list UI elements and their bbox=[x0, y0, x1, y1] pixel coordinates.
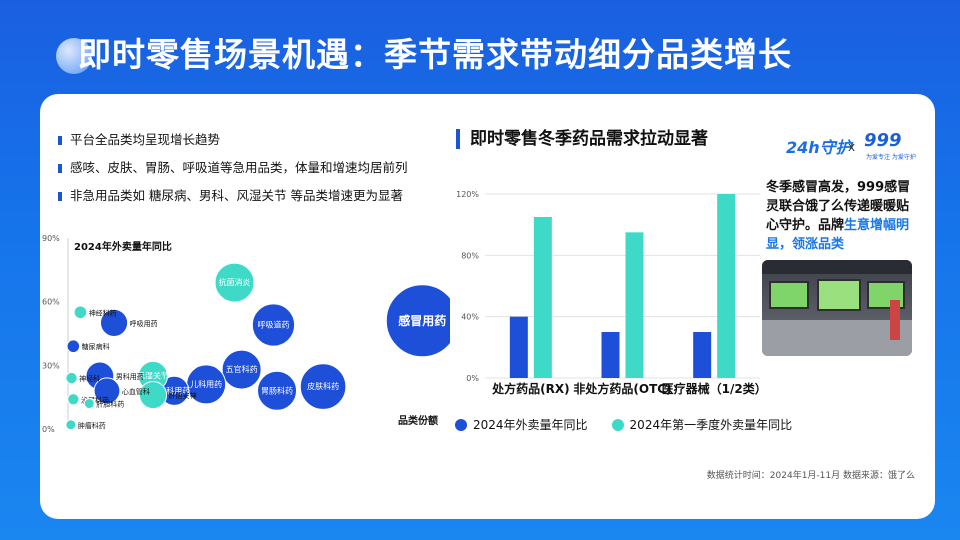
999-slogan: 为爱专注 为爱守护 bbox=[866, 154, 916, 161]
content-card: 平台全品类均呈现增长趋势 感咳、皮肤、胃肠、呼吸道等急用品类，体量和增速均居前列… bbox=[40, 94, 935, 519]
bar bbox=[533, 217, 552, 378]
legend-label: 2024年第一季度外卖量年同比 bbox=[629, 418, 793, 432]
bubble-label: 心血管科 bbox=[122, 387, 150, 396]
bubble-label: 胃肠科药 bbox=[261, 385, 293, 395]
bubble-point bbox=[65, 371, 78, 385]
bubble-point bbox=[251, 303, 296, 347]
eleme-logo: 饿了么 bbox=[46, 492, 104, 514]
data-source-note: 数据统计时间：2024年1月-11月 数据来源：饿了么 bbox=[706, 471, 915, 481]
bubble-point bbox=[73, 305, 88, 320]
bubble-label: 肝胆科药 bbox=[96, 400, 124, 409]
bubble-point bbox=[257, 370, 298, 411]
bubble-label: 男科用药 bbox=[116, 372, 144, 381]
bar-chart-legend: 2024年外卖量年同比 2024年第一季度外卖量年同比 bbox=[455, 416, 792, 433]
brand-logos: 24h守护 x 999 为爱专注 为爱守护 bbox=[782, 128, 922, 164]
bubble-point bbox=[221, 349, 262, 390]
legend-swatch bbox=[611, 418, 624, 431]
bubble-point bbox=[67, 393, 80, 406]
collab-x: x bbox=[848, 140, 856, 154]
side-text-highlight: 生意增幅明显，领涨品类 bbox=[766, 218, 910, 252]
bar-chart-title: 即时零售冬季药品需求拉动显著 bbox=[470, 129, 708, 149]
legend-swatch bbox=[455, 418, 467, 431]
bubble-label: 呼吸道药 bbox=[257, 320, 289, 330]
y-tick-label: 60% bbox=[42, 298, 60, 307]
bubble-label: 抗菌消炎 bbox=[219, 277, 251, 287]
bar bbox=[601, 332, 620, 378]
photo-illustration bbox=[762, 260, 912, 356]
legend-label: 2024年外卖量年同比 bbox=[473, 418, 588, 432]
y-tick-label: 0% bbox=[42, 425, 55, 434]
bubble-point bbox=[99, 308, 129, 337]
bullet-item: 感咳、皮肤、胃肠、呼吸道等急用品类，体量和增速均居前列 bbox=[58, 158, 408, 186]
bubble-point bbox=[299, 363, 347, 410]
24h-logo: 24h守护 bbox=[786, 138, 852, 157]
bullet-item: 非急用品类如 糖尿病、男科、风湿关节 等品类增速更为显著 bbox=[58, 186, 408, 214]
bubble-label: 感冒用药 bbox=[398, 313, 446, 328]
bar bbox=[693, 332, 712, 378]
x-tick-label: 非处方药品(OTC) bbox=[573, 381, 671, 396]
bullet-item: 平台全品类均呈现增长趋势 bbox=[58, 130, 408, 158]
page-title: 即时零售场景机遇：季节需求带动细分品类增长 bbox=[78, 35, 792, 74]
y-tick-label: 0% bbox=[466, 374, 479, 383]
bubble-label: 肿瘤科药 bbox=[78, 421, 106, 430]
bubble-point bbox=[83, 398, 95, 410]
bubble-label: 儿科用药 bbox=[190, 379, 222, 389]
bullet-list: 平台全品类均呈现增长趋势 感咳、皮肤、胃肠、呼吸道等急用品类，体量和增速均居前列… bbox=[58, 130, 408, 214]
y-tick-label: 40% bbox=[461, 313, 479, 322]
y-axis-label: 2024年外卖量年同比 bbox=[74, 240, 172, 253]
bar-chart: 0% 40% 80% 120% 处方药品(RX) 非处方药品(OTC)医疗器械（1/2类） bbox=[456, 190, 765, 396]
report-name: 《2024医药行业即时零售发展趋势报告》 bbox=[647, 495, 910, 511]
bubble-point bbox=[93, 377, 121, 405]
bar bbox=[509, 316, 528, 378]
bubble-point bbox=[65, 419, 77, 431]
x-tick-label: 处方药品(RX) bbox=[491, 381, 569, 396]
999-logo: 999 bbox=[864, 130, 902, 151]
sinohealth-name: Sinohealth bbox=[121, 489, 194, 504]
bubble-label: 神经科药 bbox=[89, 308, 117, 317]
y-tick-label: 30% bbox=[42, 361, 60, 370]
sinohealth-logo: Sinohealth 中康科技 bbox=[121, 491, 194, 513]
bubble-label: 呼吸用药 bbox=[130, 319, 158, 328]
bar bbox=[625, 232, 644, 378]
bubble-point bbox=[66, 339, 81, 354]
y-tick-label: 120% bbox=[456, 190, 479, 199]
bubble-point bbox=[385, 284, 450, 358]
footer-logos: 饿了么 Sinohealth 中康科技 bbox=[46, 488, 194, 515]
bubble-label: 皮肤科药 bbox=[307, 381, 339, 391]
x-axis-label: 品类份额 bbox=[398, 414, 438, 427]
bubble-label: 泌尿科药 bbox=[81, 395, 109, 404]
bubble-label: 风湿关节 bbox=[137, 371, 169, 381]
bubble-label: 肝胆安神 bbox=[169, 391, 197, 400]
y-tick-label: 90% bbox=[42, 234, 60, 243]
x-tick-label: 医疗器械（1/2类） bbox=[662, 381, 765, 396]
legend-item: 2024年外卖量年同比 bbox=[455, 416, 588, 433]
side-text-main: 冬季感冒高发，999感冒灵联合饿了么传递暖暖贴心守护。品牌 bbox=[766, 180, 911, 233]
bubble-point bbox=[138, 380, 168, 410]
subway-ad-photo bbox=[762, 260, 912, 356]
sinohealth-cn: 中康科技 bbox=[135, 502, 172, 513]
bubble-label: 五官科药 bbox=[226, 364, 258, 374]
side-description: 冬季感冒高发，999感冒灵联合饿了么传递暖暖贴心守护。品牌生意增幅明显，领涨品类 bbox=[766, 178, 916, 254]
bubble-label: 妇科用药 bbox=[158, 385, 190, 395]
bubble-label: 糖尿病科 bbox=[82, 342, 110, 351]
bar bbox=[717, 194, 736, 378]
bubble-point bbox=[214, 262, 255, 303]
bar-chart-header: 即时零售冬季药品需求拉动显著 bbox=[456, 128, 708, 150]
bubble-label: 神经科 bbox=[79, 374, 100, 383]
decorative-moon bbox=[56, 38, 92, 74]
y-tick-label: 80% bbox=[461, 251, 479, 260]
legend-item: 2024年第一季度外卖量年同比 bbox=[611, 416, 793, 433]
